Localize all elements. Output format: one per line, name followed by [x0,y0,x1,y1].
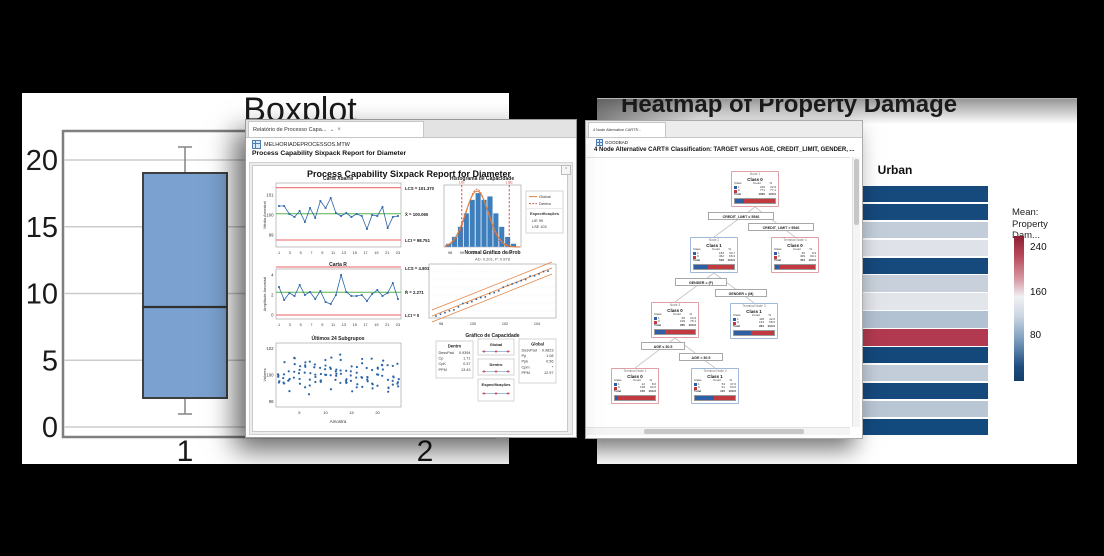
cart-node[interactable]: Node 3 Class 0 Class Count% 1 66 24.9 0 199 75.1 T… [651,302,699,338]
heatmap-cell [862,311,988,328]
cart-worksheet-line: GOODBAD [596,139,628,146]
worksheet-name: MELHORIADEPROCESSOS.MTW [264,141,350,148]
heatmap-cell [862,203,988,221]
output-heading: Process Capability Sixpack Report for Di… [252,150,407,157]
chevron-down-icon[interactable]: ⌄ [329,126,335,133]
colorbar-tick-160: 160 [1030,287,1047,298]
cart-split-label: AGE > 30.5 [679,353,723,361]
svg-text:5: 5 [42,345,58,377]
collapse-chevron-icon[interactable]: ⌄ [847,147,852,153]
heatmap-cell [862,400,988,418]
svg-text:2: 2 [417,435,434,464]
class-distribution-bar [614,394,656,401]
legend-title-line2: Property Dam... [1012,219,1048,241]
worksheet-icon [596,139,603,146]
cart-split-label: GENDER = (F) [675,278,727,286]
svg-text:10: 10 [26,279,58,311]
colorbar-tick-80: 80 [1030,330,1042,341]
class-distribution-bar [694,394,736,401]
vertical-scrollbar-thumb[interactable] [854,159,859,225]
svg-text:15: 15 [26,212,58,244]
cart-split-label: GENDER = (M) [715,289,767,297]
graph-panel: ⌃ [249,162,573,435]
heatmap-cell [862,293,988,310]
heatmap-cell [862,418,988,435]
cart-split-label: CREDIT_LIMIT > 5546 [748,223,814,231]
close-icon[interactable]: × [337,126,341,133]
svg-text:0: 0 [42,412,58,444]
class-distribution-bar [774,263,816,270]
heatmap-cell [862,257,988,274]
sixpack-tabbar: Relatório de Processo Capa... ⌄ × [246,120,576,138]
heatmap-column [862,186,988,435]
cart-split-label: CREDIT_LIMIT ≤ 5546 [708,212,774,220]
cart-split-label: AGE ≤ 30.5 [641,342,685,350]
cart-node[interactable]: Terminal Node 4 Class 0 Class Count% 1 45 9.9 0… [771,237,819,273]
legend-title-line1: Mean: [1012,207,1039,218]
cart-node[interactable]: Terminal Node 2 Class 1 Class Count% 1 54 47.0… [691,368,739,404]
svg-text:1: 1 [177,435,194,464]
heatmap-cell [862,329,988,346]
cart-tree-canvas: Node 1 Class 0 Class Count% 1 229 22.9 0 771 77.1… [586,157,850,428]
cart-tab[interactable]: 4 Node Alternative CART®... [588,122,666,137]
cart-tabbar: 4 Node Alternative CART®... [586,121,862,138]
heatmap-cell [862,186,988,203]
heatmap-title-clip: Heatmap of Property Damage [621,99,957,124]
colorbar-tick-240: 240 [1030,242,1047,253]
worksheet-icon [252,140,261,149]
cart-heading: 4 Node Alternative CART® Classification:… [594,147,855,153]
colorbar [1014,236,1024,381]
heatmap-cell [862,221,988,239]
horizontal-scrollbar[interactable] [586,427,850,435]
vertical-scrollbar[interactable] [852,157,860,427]
heatmap-cell [862,239,988,257]
cart-tab-label: 4 Node Alternative CART®... [593,128,642,132]
cart-node[interactable]: Node 1 Class 0 Class Count% 1 229 22.9 0 771 77.1… [731,171,779,207]
heatmap-column-label: Urban [877,163,913,177]
box-series-1 [142,146,228,415]
sixpack-window: Relatório de Processo Capa... ⌄ × MELHOR… [245,119,577,438]
tree-edges [634,206,796,369]
cart-node[interactable]: Node 2 Class 1 Class Count% 1 184 33.7 0 362 66.3… [690,237,738,273]
cart-worksheet-name: GOODBAD [605,140,629,145]
y-axis-labels: 20 15 10 5 0 [26,145,58,444]
graph-area [252,165,568,432]
class-distribution-bar [654,328,696,335]
cart-window: 4 Node Alternative CART®... GOODBAD 4 No… [585,120,863,439]
class-distribution-bar [733,329,775,336]
heatmap-cell [862,382,988,400]
collapse-button[interactable]: ⌃ [561,165,571,175]
svg-text:20: 20 [26,145,58,177]
horizontal-scrollbar-thumb[interactable] [644,429,804,434]
heatmap-cell [862,364,988,382]
x-axis-labels: 1 2 [177,435,434,464]
cart-node[interactable]: Terminal Node 1 Class 0 Class Count% 1 12 8.0 0… [611,368,659,404]
worksheet-line: MELHORIADEPROCESSOS.MTW [252,140,350,149]
class-distribution-bar [734,197,776,204]
class-distribution-bar [693,263,735,270]
sixpack-tab[interactable]: Relatório de Processo Capa... ⌄ × [248,121,424,137]
heatmap-cell [862,275,988,292]
sixpack-tab-label: Relatório de Processo Capa... [253,126,327,133]
heatmap-cell [862,347,988,364]
heatmap-title: Heatmap of Property Damage [621,99,958,118]
cart-node[interactable]: Terminal Node 3 Class 1 Class Count% 1 118 42.… [730,303,778,339]
